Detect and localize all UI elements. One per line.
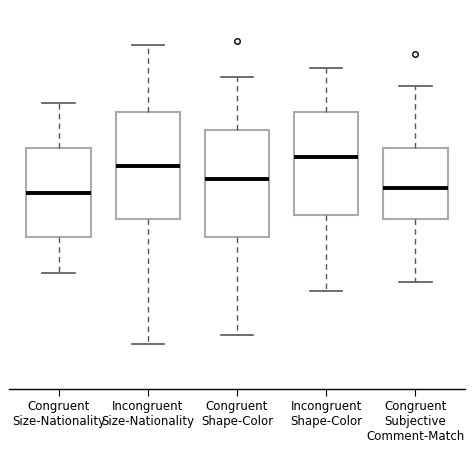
- PathPatch shape: [294, 112, 358, 215]
- PathPatch shape: [383, 148, 447, 219]
- PathPatch shape: [116, 112, 180, 219]
- PathPatch shape: [27, 148, 91, 237]
- PathPatch shape: [205, 130, 269, 237]
